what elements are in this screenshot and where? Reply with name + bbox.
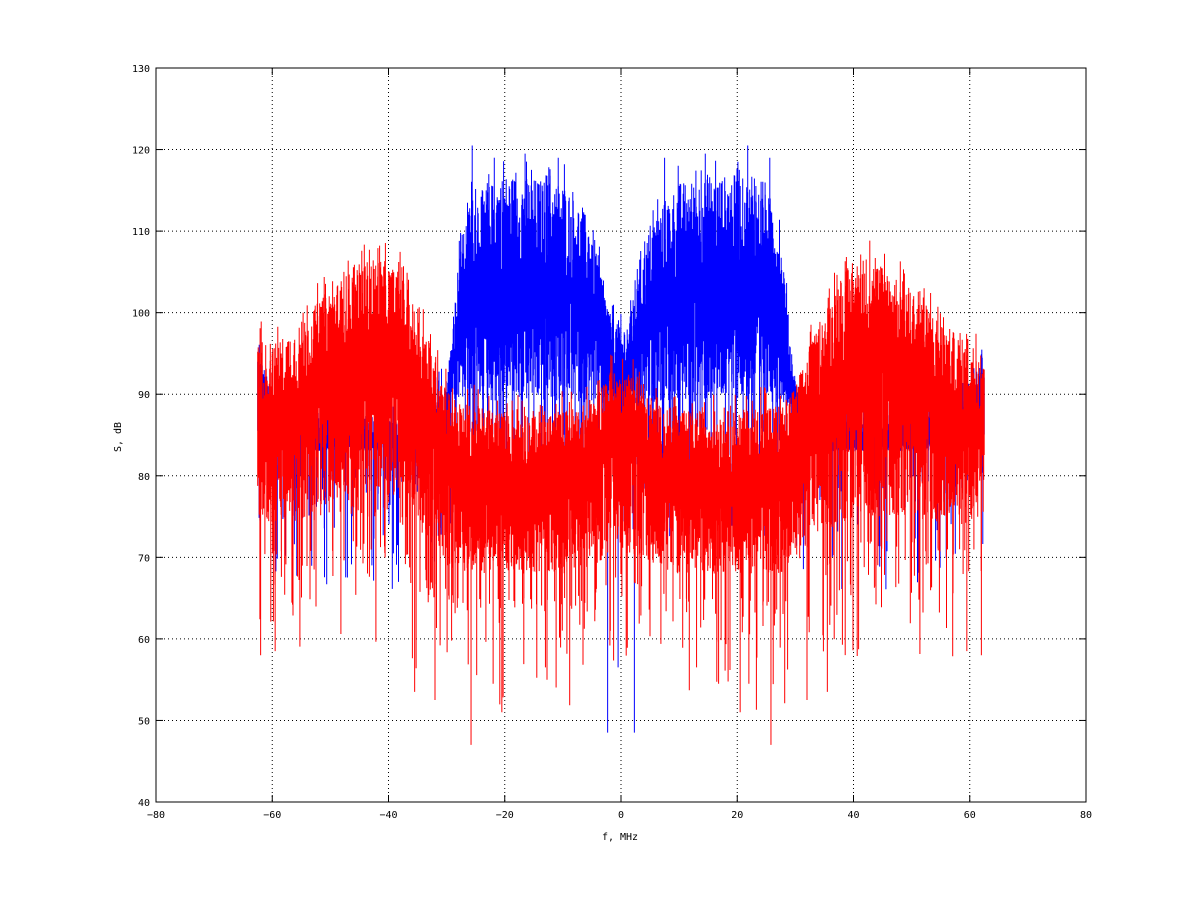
x-tick-label: −20 bbox=[496, 810, 514, 821]
series-noise-spikes bbox=[259, 353, 982, 710]
y-tick-label: 70 bbox=[138, 553, 150, 564]
y-axis-label: S, dB bbox=[113, 422, 124, 452]
y-tick-label: 110 bbox=[132, 227, 150, 238]
y-tick-label: 50 bbox=[138, 716, 150, 727]
axis-ticks bbox=[155, 67, 1087, 803]
x-tick-label: −80 bbox=[147, 810, 165, 821]
x-tick-labels: −80 −60 −40 −20 0 20 40 60 80 bbox=[147, 810, 1092, 821]
y-tick-label: 40 bbox=[138, 798, 150, 809]
y-tick-label: 120 bbox=[132, 146, 150, 157]
x-axis-label: f, MHz bbox=[602, 832, 638, 843]
y-tick-label: 100 bbox=[132, 309, 150, 320]
plot-area bbox=[257, 145, 985, 745]
x-tick-label: 40 bbox=[847, 810, 859, 821]
series-peak-spikes bbox=[259, 240, 977, 484]
x-tick-label: 60 bbox=[964, 810, 976, 821]
x-tick-label: 80 bbox=[1080, 810, 1092, 821]
y-tick-label: 130 bbox=[132, 64, 150, 75]
series-red bbox=[257, 240, 985, 745]
x-tick-label: 0 bbox=[618, 810, 624, 821]
x-tick-label: 20 bbox=[731, 810, 743, 821]
y-tick-label: 80 bbox=[138, 472, 150, 483]
x-tick-label: −60 bbox=[263, 810, 281, 821]
x-tick-label: −40 bbox=[379, 810, 397, 821]
y-tick-label: 60 bbox=[138, 635, 150, 646]
y-tick-label: 90 bbox=[138, 390, 150, 401]
y-tick-labels: 40 50 60 70 80 90 100 110 120 130 bbox=[132, 64, 150, 809]
